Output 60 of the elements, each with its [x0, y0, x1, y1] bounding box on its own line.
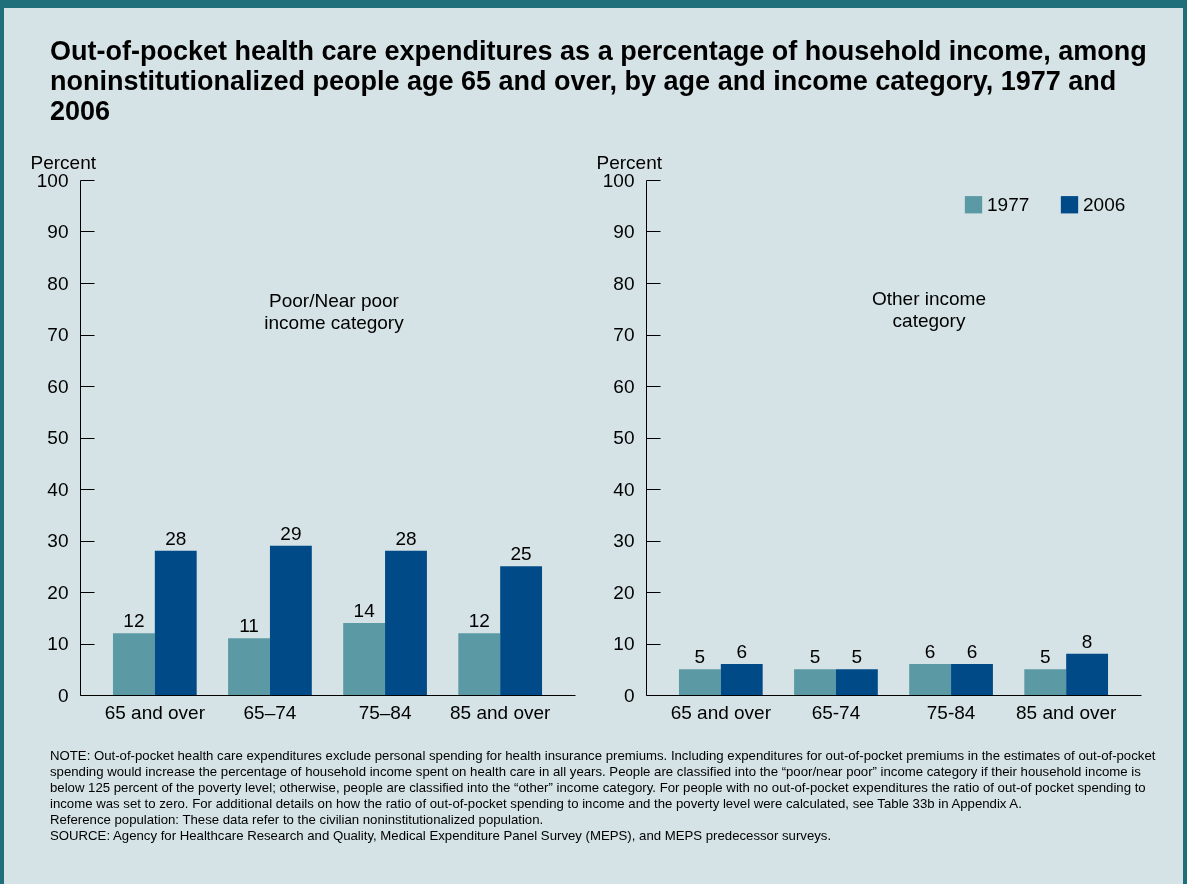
- bar: [154, 550, 197, 695]
- x-tick-label: 65–74: [243, 701, 297, 723]
- text: NOTE: Out-of-pocket health care expenditures exclude personal spending for health insurance premiums. Including expenditures for out-of-pocket premiums in the estimates of out-of-pocket spending would increase the percentage of household income spent on health care in all years. People are classified into the “poor/near poor” income category if their household income is below 125 percent of the poverty level; otherwise, people are classified into the “other” income category. For people with no out-of-pocket expenditures the ratio of out-of pocket spending to income was set to zero. For additional details on how the ratio of out-of-pocket spending to income and the poverty level were calculated, see Table 33b in Appendix A.: [50, 748, 1157, 812]
- y-tick-label: 10: [613, 633, 635, 654]
- data-label: 29: [280, 522, 302, 544]
- chart-title: Out-of-pocket health care expenditures as a percentage of household income, among noninstitutionalized people age 65 and over, by age and income category, 1977 and 2006: [50, 36, 1148, 126]
- x-tick-label: 65 and over: [104, 701, 206, 723]
- data-label: 6: [736, 641, 748, 663]
- data-label: 12: [468, 610, 490, 632]
- bar: [112, 633, 155, 695]
- data-label: 12: [123, 610, 145, 632]
- data-label: 8: [1081, 630, 1093, 652]
- bar: [228, 638, 270, 695]
- data-label: 28: [395, 527, 417, 549]
- bar: [500, 566, 543, 695]
- y-tick-label: 0: [57, 684, 69, 706]
- y-tick-label: 60: [613, 375, 635, 397]
- bar: [343, 622, 386, 695]
- x-tick-label: 85 and over: [449, 701, 552, 723]
- data-label: 5: [851, 646, 863, 668]
- data-label: 25: [510, 543, 532, 565]
- x-tick-label: 85 and over: [1015, 701, 1118, 723]
- y-tick-label: 80: [47, 272, 69, 294]
- x-tick-label: 75–84: [358, 701, 412, 723]
- data-label: 28: [165, 527, 187, 549]
- data-label: 5: [1039, 646, 1051, 668]
- data-label: 6: [966, 641, 978, 663]
- y-tick-label: 80: [613, 272, 635, 294]
- x-tick-label: 65 and over: [670, 701, 772, 723]
- text: Reference population: These data refer to the civilian noninstitutionalized population.: [50, 812, 545, 828]
- y-tick-label: 20: [613, 581, 635, 603]
- y-tick-label: 70: [613, 324, 635, 345]
- y-tick-label: 50: [47, 427, 69, 448]
- text: Other income category: [870, 288, 987, 332]
- y-tick-label: 60: [47, 375, 69, 397]
- y-tick-label: 30: [47, 530, 69, 551]
- bar: [269, 545, 312, 695]
- data-label: 14: [353, 599, 376, 621]
- y-tick-label: 90: [47, 221, 69, 242]
- y-tick-label: 70: [47, 324, 69, 345]
- y-tick-label: 40: [613, 478, 635, 500]
- data-label: 5: [694, 646, 706, 668]
- y-tick-label: 20: [47, 581, 69, 603]
- legend-label: 1977: [987, 193, 1030, 215]
- x-tick-label: 65-74: [811, 701, 861, 723]
- legend-label: 2006: [1083, 193, 1126, 215]
- text: Poor/Near poor income category: [263, 290, 405, 334]
- data-label: 11: [239, 615, 259, 637]
- x-tick-label: 75-84: [926, 701, 976, 723]
- y-tick-label: 40: [47, 478, 69, 500]
- data-label: 6: [924, 641, 936, 663]
- y-tick-label: 30: [613, 530, 635, 551]
- data-label: 5: [809, 646, 821, 668]
- y-tick-label: 90: [613, 221, 635, 242]
- bar: [458, 633, 501, 695]
- y-tick-label: 50: [613, 427, 635, 448]
- y-tick-label: 0: [623, 684, 635, 706]
- y-tick-label: 10: [47, 633, 69, 654]
- source-note: SOURCE: Agency for Healthcare Research and Quality, Medical Expenditure Panel Survey (MEPS), and MEPS predecessor surveys.: [50, 828, 833, 844]
- bar: [385, 550, 427, 695]
